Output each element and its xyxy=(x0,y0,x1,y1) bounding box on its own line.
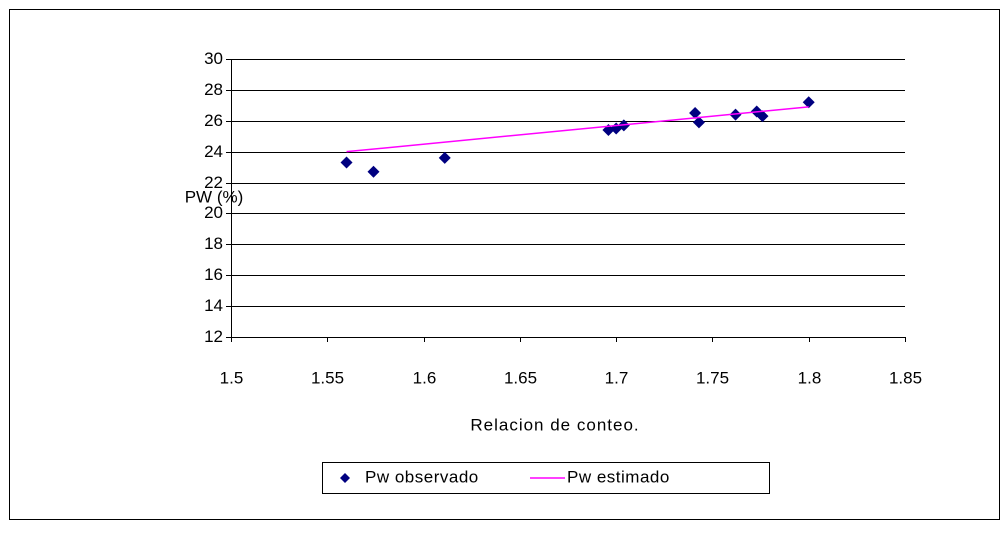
y-tick-label: 30 xyxy=(204,49,223,68)
y-tick-label: 24 xyxy=(204,142,223,161)
x-tick-label: 1.7 xyxy=(605,368,629,387)
data-point xyxy=(689,107,702,120)
y-tick-label: 18 xyxy=(204,234,223,253)
legend-label: Pw observado xyxy=(365,467,479,486)
data-point xyxy=(438,151,451,164)
x-axis-label: Relacion de conteo. xyxy=(470,415,639,434)
y-tick-label: 14 xyxy=(204,296,223,315)
x-tick-label: 1.65 xyxy=(504,368,537,387)
legend-marker xyxy=(340,473,350,483)
trend-line xyxy=(346,106,809,153)
y-tick-label: 16 xyxy=(204,265,223,284)
y-tick-label: 28 xyxy=(204,80,223,99)
data-point xyxy=(340,156,353,169)
data-point xyxy=(802,96,815,109)
y-tick-label: 12 xyxy=(204,327,223,346)
y-tick-label: 26 xyxy=(204,111,223,130)
data-point xyxy=(692,116,705,129)
data-point xyxy=(367,165,380,178)
y-axis-label: PW (%) xyxy=(185,187,244,206)
x-tick-label: 1.5 xyxy=(220,368,244,387)
data-point xyxy=(602,124,615,137)
x-tick-label: 1.6 xyxy=(413,368,437,387)
y-tick-label: 20 xyxy=(204,203,223,222)
x-tick-label: 1.55 xyxy=(311,368,344,387)
x-tick-label: 1.85 xyxy=(889,368,922,387)
data-point xyxy=(756,110,769,123)
y-tick-label: 22 xyxy=(204,173,223,192)
x-tick-label: 1.75 xyxy=(696,368,729,387)
legend-label: Pw estimado xyxy=(567,467,670,486)
x-tick-label: 1.8 xyxy=(798,368,822,387)
chart-frame xyxy=(9,9,1000,520)
